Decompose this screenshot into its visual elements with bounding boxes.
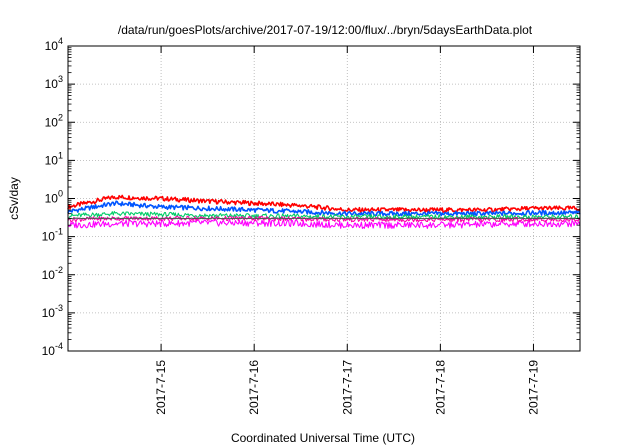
data-series-line (67, 194, 581, 213)
y-axis-label: cSv/day (7, 177, 21, 220)
x-tick-label: 2017-7-16 (247, 360, 261, 415)
y-tick-label: 10-3 (42, 303, 63, 320)
data-series-line (67, 210, 581, 220)
chart-title: /data/run/goesPlots/archive/2017-07-19/1… (118, 23, 533, 37)
axis-ticks: 10-4 10-3 10-2 10-1 100 101 102 103 104 2017-7-15… (42, 36, 580, 415)
y-tick-label: 10-1 (42, 227, 63, 244)
y-tick-label: 102 (45, 112, 63, 129)
y-tick-label: 100 (45, 189, 63, 206)
data-series-line (67, 217, 581, 220)
data-series-line (67, 200, 581, 217)
y-tick-label: 104 (45, 36, 63, 53)
data-series-line (67, 218, 581, 229)
y-tick-label: 101 (45, 150, 63, 167)
x-tick-label: 2017-7-17 (340, 360, 354, 415)
grid (68, 46, 580, 351)
y-tick-label: 10-2 (42, 265, 63, 282)
x-tick-label: 2017-7-18 (433, 360, 447, 415)
y-tick-label: 10-4 (42, 341, 63, 358)
data-series-group (67, 194, 581, 229)
y-tick-label: 103 (45, 74, 63, 91)
x-tick-label: 2017-7-15 (154, 360, 168, 415)
x-tick-label: 2017-7-19 (526, 360, 540, 415)
x-axis-label: Coordinated Universal Time (UTC) (231, 431, 415, 445)
